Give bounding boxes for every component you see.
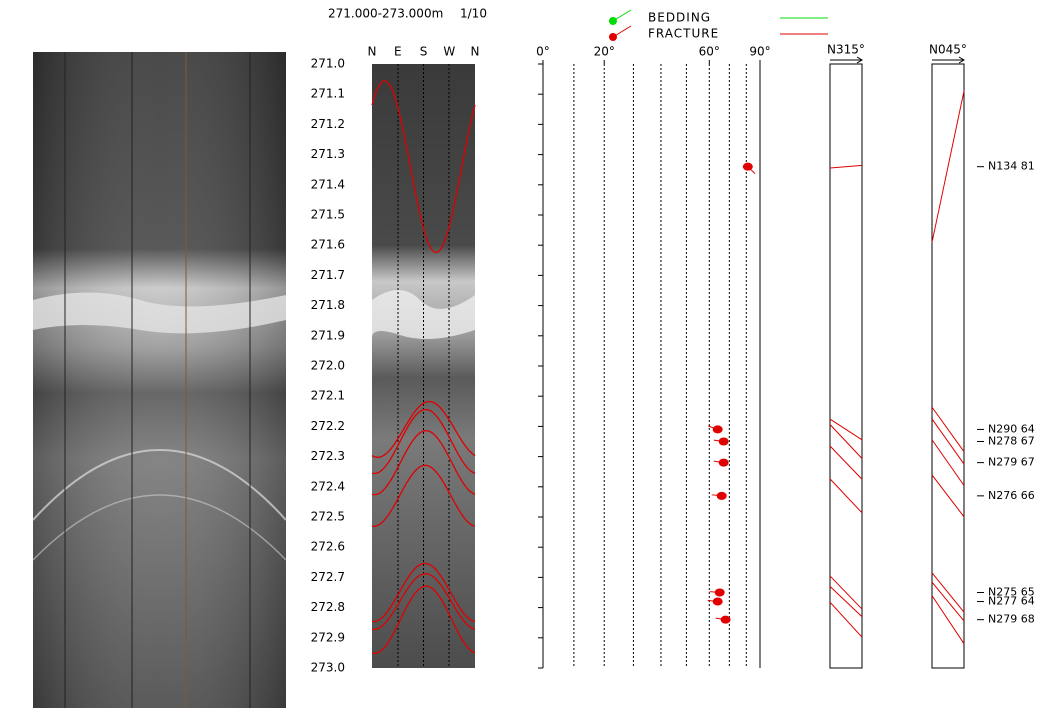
apparent-dip [932, 91, 964, 243]
scale: 1/10 [460, 7, 487, 21]
depth-label: 272.2 [311, 419, 345, 433]
tadpole [721, 616, 731, 624]
depth-range: 271.000-273.000m [328, 7, 443, 21]
fracture-label: N276 66 [988, 489, 1035, 502]
depth-label: 272.3 [311, 449, 345, 463]
depth-label: 271.1 [311, 87, 345, 101]
projection-box [932, 64, 964, 668]
tadpole [743, 163, 753, 171]
dip-tick-label: 0° [536, 45, 550, 59]
depth-label: 272.8 [311, 600, 345, 614]
depth-label: 271.9 [311, 328, 345, 342]
apparent-dip [932, 475, 964, 517]
depth-label: 273.0 [311, 661, 345, 675]
depth-label: 272.0 [311, 359, 345, 373]
depth-label: 272.4 [311, 479, 345, 493]
depth-label: 271.5 [311, 208, 345, 222]
apparent-dip [830, 602, 862, 637]
apparent-dip [932, 440, 964, 486]
depth-label: 271.2 [311, 117, 345, 131]
legend-label: BEDDING [648, 11, 711, 25]
fracture-label: N290 64 [988, 422, 1035, 435]
dip-tick-label: 20° [594, 45, 615, 59]
compass-label: N [471, 45, 480, 59]
tadpole [719, 459, 729, 467]
depth-label: 271.8 [311, 298, 345, 312]
depth-label: 271.0 [311, 57, 345, 71]
legend-symbol-tail [613, 26, 631, 37]
apparent-dip [830, 576, 862, 609]
legend-label: FRACTURE [648, 27, 719, 41]
apparent-dip [932, 419, 964, 464]
tadpole [715, 589, 725, 597]
depth-label: 271.4 [311, 177, 345, 191]
core-photo [33, 52, 286, 708]
apparent-dip [830, 165, 862, 168]
borehole-log: 271.000-273.000m 1/10 BEDDING FRACTURE N E S… [0, 0, 1049, 708]
apparent-dip [932, 407, 964, 452]
compass-label: E [394, 45, 402, 59]
compass-label: W [443, 45, 455, 59]
projection-label: N045° [929, 43, 967, 57]
depth-label: 272.5 [311, 510, 345, 524]
tadpole [719, 438, 729, 446]
page: 271.000-273.000m 1/10 BEDDING FRACTURE N E S… [0, 0, 1049, 708]
apparent-dip [830, 586, 862, 616]
compass-label: N [368, 45, 377, 59]
apparent-dip [932, 573, 964, 612]
fracture-label: N277 64 [988, 595, 1035, 608]
fracture-label: N134 81 [988, 160, 1035, 173]
depth-label: 272.7 [311, 570, 345, 584]
depth-label: 272.9 [311, 630, 345, 644]
unrolled-image [372, 64, 475, 668]
dip-tick-label: 60° [699, 45, 720, 59]
dip-tick-label: 90° [749, 45, 770, 59]
tadpole [713, 425, 723, 433]
apparent-dip [830, 446, 862, 479]
projection-box [830, 64, 862, 668]
apparent-dip [932, 582, 964, 621]
fracture-label: N278 67 [988, 435, 1035, 448]
depth-label: 271.7 [311, 268, 345, 282]
compass-label: S [420, 45, 428, 59]
depth-label: 271.6 [311, 238, 345, 252]
projection-label: N315° [827, 43, 865, 57]
fracture-label: N279 68 [988, 613, 1035, 626]
depth-label: 272.6 [311, 540, 345, 554]
depth-label: 271.3 [311, 147, 345, 161]
fracture-label: N279 67 [988, 456, 1035, 469]
depth-label: 272.1 [311, 389, 345, 403]
apparent-dip [932, 596, 964, 644]
tadpole [713, 598, 723, 606]
tadpole [717, 492, 727, 500]
legend-symbol-tail [613, 10, 631, 21]
apparent-dip [830, 479, 862, 513]
